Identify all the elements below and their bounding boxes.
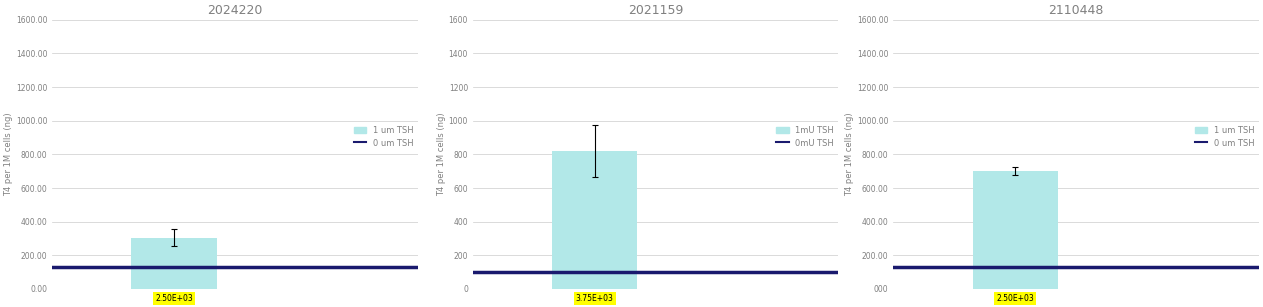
Title: 2021159: 2021159: [628, 4, 683, 17]
Bar: [973, 171, 1058, 289]
Y-axis label: T4 per 1M cells (ng): T4 per 1M cells (ng): [437, 113, 446, 196]
Legend: 1mU TSH, 0mU TSH: 1mU TSH, 0mU TSH: [777, 126, 834, 148]
Bar: [131, 238, 217, 289]
Title: 2110448: 2110448: [1048, 4, 1104, 17]
Title: 2024220: 2024220: [207, 4, 263, 17]
Bar: [552, 151, 638, 289]
Y-axis label: T4 per 1M cells (ng): T4 per 1M cells (ng): [845, 113, 854, 196]
Y-axis label: T4 per 1M cells (ng): T4 per 1M cells (ng): [4, 113, 13, 196]
Legend: 1 um TSH, 0 um TSH: 1 um TSH, 0 um TSH: [354, 126, 413, 148]
Legend: 1 um TSH, 0 um TSH: 1 um TSH, 0 um TSH: [1195, 126, 1254, 148]
